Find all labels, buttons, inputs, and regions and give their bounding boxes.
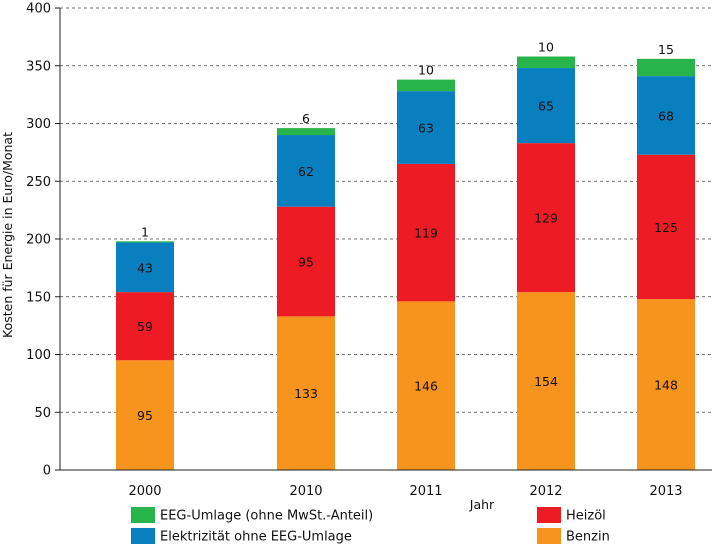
y-tick-label-50: 50 (34, 406, 51, 421)
bar-2012-Heizöl (517, 143, 575, 293)
x-tick-label-2011: 2011 (409, 484, 442, 499)
bar-2011-Benzin (397, 301, 455, 470)
data-label-2000-Benzin: 95 (137, 408, 153, 423)
legend-label-Benzin: Benzin (566, 530, 610, 545)
x-tick-label-2013: 2013 (649, 484, 682, 499)
data-label-2011-EEG-Umlage (ohne MwSt.-Anteil): 10 (418, 63, 434, 78)
data-label-2012-Benzin: 154 (534, 374, 558, 389)
y-tick-label-250: 250 (26, 175, 51, 190)
x-axis: 2000 2010 2011 2012 2013 (60, 469, 712, 499)
y-tick-label-100: 100 (26, 348, 51, 363)
bar-2011-Heizöl (397, 163, 455, 302)
x-tick-label-2000: 2000 (128, 484, 161, 499)
legend-label-Heizöl: Heizöl (566, 509, 606, 524)
data-label-2012-Heizöl: 129 (534, 211, 558, 226)
bar-2011-Elektrizität ohne EEG-Umlage (397, 91, 455, 164)
legend: EEG-Umlage (ohne MwSt.-Anteil) Elektrizit… (131, 507, 610, 545)
data-label-2000-Elektrizität ohne EEG-Umlage: 43 (137, 260, 153, 275)
data-label-2010-EEG-Umlage (ohne MwSt.-Anteil): 6 (302, 111, 310, 126)
legend-swatch-Elektrizität ohne EEG-Umlage (131, 528, 155, 544)
y-tick-label-350: 350 (26, 59, 51, 74)
bar-2013-Benzin (637, 299, 695, 470)
data-label-2013-Benzin: 148 (654, 378, 678, 393)
y-tick-label-400: 400 (26, 2, 51, 17)
bars: 95 59 43 1 133 95 62 6 146 119 63 10 154 129 65 10 148 12… (116, 40, 695, 470)
data-label-2013-EEG-Umlage (ohne MwSt.-Anteil): 15 (658, 42, 674, 57)
bar-2012-EEG-Umlage (ohne MwSt.-Anteil) (517, 56, 575, 69)
y-tick-label-300: 300 (26, 117, 51, 132)
legend-swatch-EEG-Umlage (ohne MwSt.-Anteil) (131, 507, 155, 523)
y-axis: 0 50 100 150 200 250 300 350 400 (26, 2, 61, 479)
legend-swatch-Heizöl (537, 507, 561, 523)
data-label-2012-Elektrizität ohne EEG-Umlage: 65 (538, 99, 554, 114)
data-label-2010-Benzin: 133 (294, 386, 318, 401)
y-tick-label-200: 200 (26, 233, 51, 248)
bar-2010-Elektrizität ohne EEG-Umlage (277, 135, 335, 207)
x-tick-label-2012: 2012 (529, 484, 562, 499)
data-label-2010-Elektrizität ohne EEG-Umlage: 62 (298, 164, 314, 179)
data-label-2013-Heizöl: 125 (654, 220, 678, 235)
y-tick-label-0: 0 (43, 464, 51, 479)
data-label-2010-Heizöl: 95 (298, 255, 314, 270)
bar-2010-Heizöl (277, 206, 335, 317)
bar-2000-Elektrizität ohne EEG-Umlage (116, 242, 174, 293)
x-tick-label-2010: 2010 (289, 484, 322, 499)
y-axis-title: Kosten für Energie in Euro/Monat (0, 132, 15, 338)
data-label-2011-Heizöl: 119 (414, 226, 438, 241)
bar-2012-Elektrizität ohne EEG-Umlage (517, 68, 575, 144)
data-label-2000-EEG-Umlage (ohne MwSt.-Anteil): 1 (141, 224, 149, 239)
bar-2011-EEG-Umlage (ohne MwSt.-Anteil) (397, 79, 455, 92)
bar-2012-Benzin (517, 292, 575, 470)
bar-2000-EEG-Umlage (ohne MwSt.-Anteil) (116, 241, 174, 243)
bar-2010-EEG-Umlage (ohne MwSt.-Anteil) (277, 128, 335, 136)
data-label-2011-Benzin: 146 (414, 379, 438, 394)
data-label-2011-Elektrizität ohne EEG-Umlage: 63 (418, 121, 434, 136)
data-label-2012-EEG-Umlage (ohne MwSt.-Anteil): 10 (538, 40, 554, 55)
bar-2013-Heizöl (637, 154, 695, 300)
bar-2013-Elektrizität ohne EEG-Umlage (637, 76, 695, 155)
legend-swatch-Benzin (537, 528, 561, 544)
bar-2013-EEG-Umlage (ohne MwSt.-Anteil) (637, 58, 695, 77)
legend-label-Elektrizität ohne EEG-Umlage: Elektrizität ohne EEG-Umlage (160, 530, 352, 545)
bar-2000-Benzin (116, 360, 174, 470)
data-label-2013-Elektrizität ohne EEG-Umlage: 68 (658, 108, 674, 123)
bar-2000-Heizöl (116, 292, 174, 361)
legend-label-EEG-Umlage (ohne MwSt.-Anteil): EEG-Umlage (ohne MwSt.-Anteil) (160, 509, 373, 524)
y-tick-label-150: 150 (26, 290, 51, 305)
bar-2010-Benzin (277, 316, 335, 470)
data-label-2000-Heizöl: 59 (137, 319, 153, 334)
x-axis-title: Jahr (469, 497, 495, 512)
